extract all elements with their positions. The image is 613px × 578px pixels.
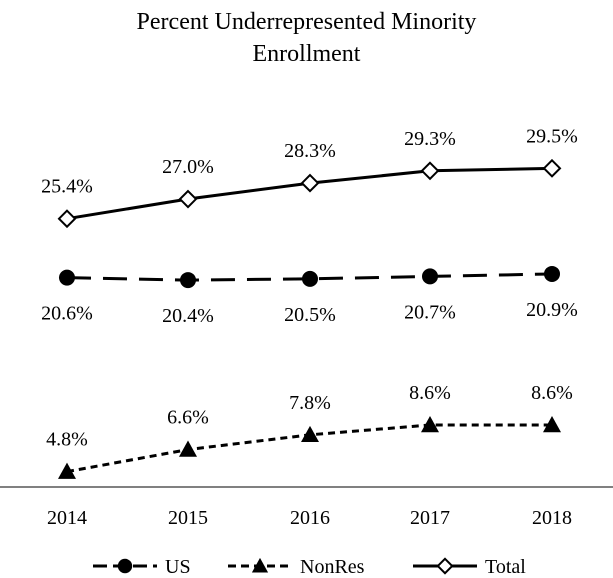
legend-item-us: US — [93, 556, 191, 578]
data-label-nonres-2016: 7.8% — [289, 392, 331, 414]
data-point-total-2018 — [542, 158, 562, 178]
data-point-us-2015 — [180, 272, 196, 289]
data-label-nonres-2018: 8.6% — [531, 382, 573, 404]
data-label-nonres-2015: 6.6% — [167, 407, 209, 429]
data-point-nonres-2016 — [301, 425, 319, 443]
data-label-nonres-2017: 8.6% — [409, 382, 451, 404]
data-label-us-2016: 20.5% — [284, 304, 336, 326]
legend-label-us: US — [165, 556, 191, 578]
data-point-nonres-2018 — [543, 415, 561, 433]
data-label-total-2015: 27.0% — [162, 156, 214, 178]
legend-marker-nonres — [251, 557, 269, 573]
series-layer: 25.4% 27.0% 28.3% 29.3% 29.5% 20.6% 20.4% 20.5%… — [41, 125, 578, 479]
data-point-nonres-2015 — [179, 440, 197, 457]
data-label-us-2015: 20.4% — [162, 305, 214, 327]
legend: US NonRes Total — [93, 556, 526, 578]
x-tick-label-2016: 2016 — [290, 507, 330, 529]
legend-marker-us — [117, 558, 133, 574]
data-label-total-2018: 29.5% — [526, 125, 578, 147]
series-line-us — [66, 272, 553, 282]
data-point-nonres-2017 — [421, 415, 439, 433]
series-us: 20.6% 20.4% 20.5% 20.7% 20.9% — [41, 265, 578, 327]
data-point-us-2017 — [422, 268, 438, 285]
x-tick-labels: 2014 2015 2016 2017 2018 — [47, 507, 572, 529]
data-label-us-2017: 20.7% — [404, 301, 456, 323]
data-point-total-2014 — [57, 209, 77, 229]
x-tick-label-2015: 2015 — [168, 507, 208, 529]
data-point-total-2017 — [420, 161, 440, 181]
legend-item-nonres: NonRes — [228, 556, 365, 578]
data-point-total-2016 — [300, 173, 320, 193]
data-point-us-2016 — [302, 270, 318, 287]
chart-title-line-2: Enrollment — [252, 41, 361, 67]
legend-marker-total — [436, 557, 454, 575]
series-nonres: 4.8% 6.6% 7.8% 8.6% 8.6% — [46, 382, 573, 479]
data-label-total-2017: 29.3% — [404, 128, 456, 150]
data-point-us-2014 — [59, 269, 75, 286]
legend-label-total: Total — [485, 556, 526, 578]
data-label-total-2016: 28.3% — [284, 140, 336, 162]
data-label-total-2014: 25.4% — [41, 176, 93, 198]
data-label-nonres-2014: 4.8% — [46, 429, 88, 451]
chart-title-line-1: Percent Underrepresented Minority — [136, 9, 477, 35]
legend-item-total: Total — [413, 556, 526, 578]
data-point-us-2018 — [544, 265, 560, 282]
x-tick-label-2017: 2017 — [410, 507, 450, 529]
series-total: 25.4% 27.0% 28.3% 29.3% 29.5% — [41, 125, 578, 229]
data-point-nonres-2014 — [58, 462, 76, 479]
x-tick-label-2014: 2014 — [47, 507, 87, 529]
legend-label-nonres: NonRes — [300, 556, 365, 578]
data-label-us-2014: 20.6% — [41, 303, 93, 325]
data-label-us-2018: 20.9% — [526, 299, 578, 321]
x-tick-label-2018: 2018 — [532, 507, 572, 529]
data-point-total-2015 — [178, 189, 198, 209]
